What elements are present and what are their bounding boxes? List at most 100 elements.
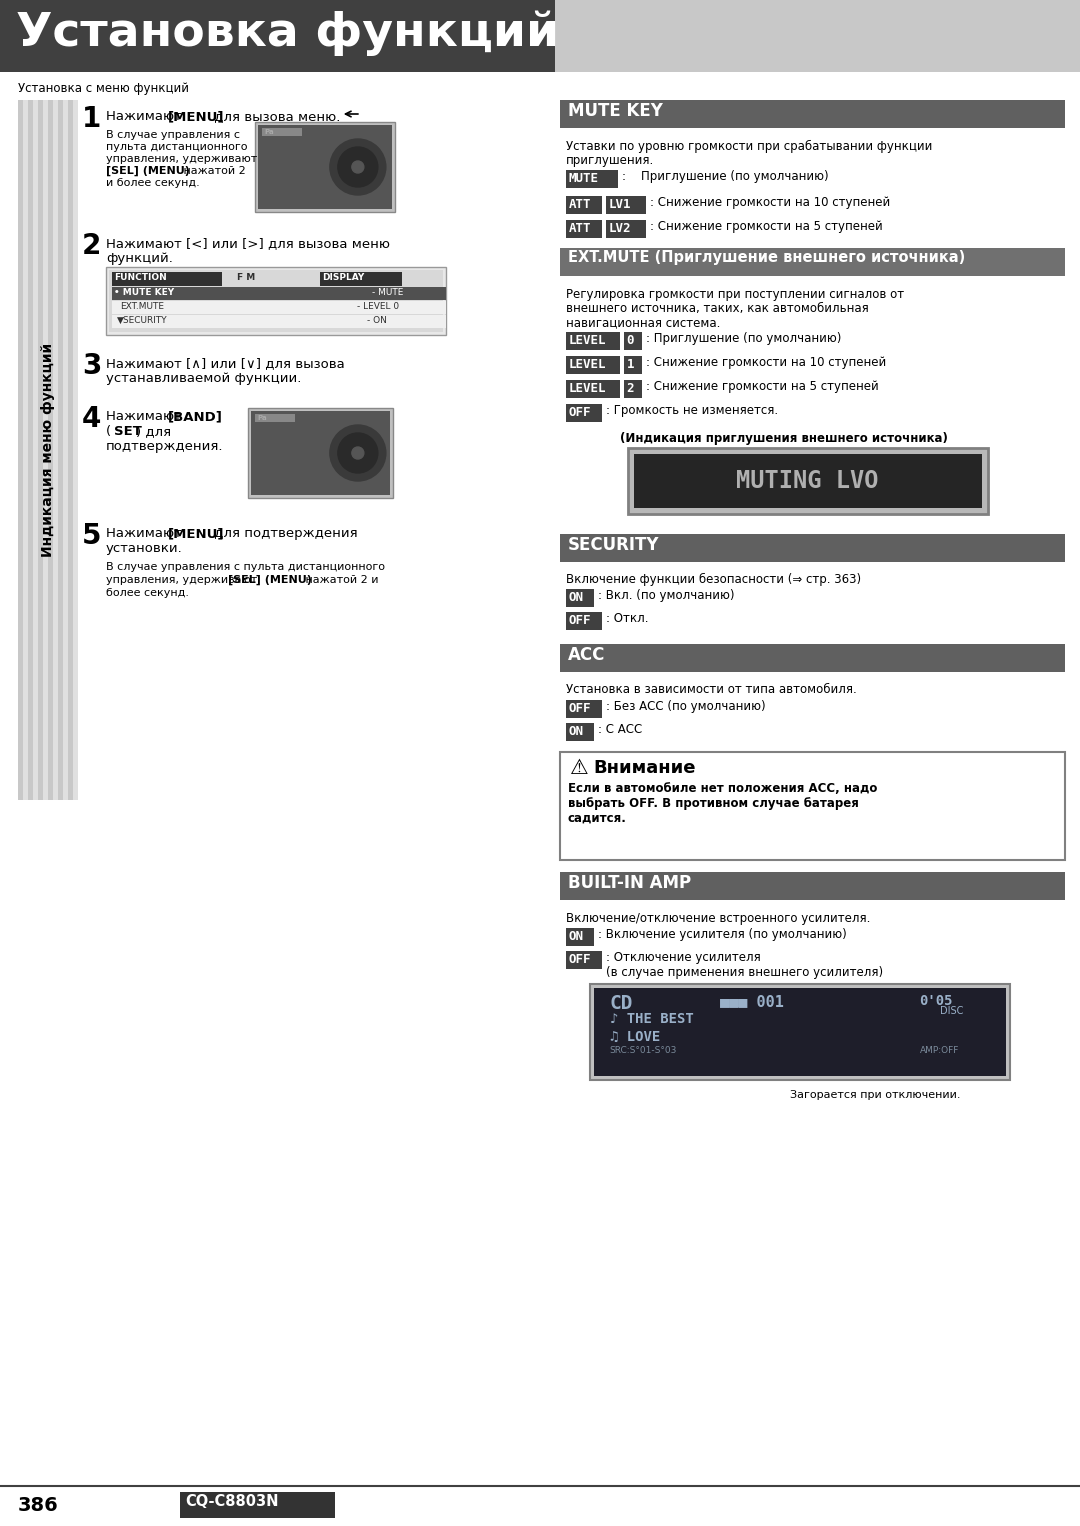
Text: ♪ THE BEST: ♪ THE BEST — [610, 1012, 693, 1025]
Text: EXT.MUTE: EXT.MUTE — [120, 302, 164, 311]
Bar — [566, 169, 618, 188]
Circle shape — [338, 146, 378, 188]
Text: : Включение усилителя (по умолчанию): : Включение усилителя (по умолчанию) — [597, 928, 847, 942]
Text: SET: SET — [114, 426, 141, 438]
Circle shape — [338, 433, 378, 473]
Bar — [555, 0, 1080, 72]
Text: Включение/отключение встроенного усилителя.: Включение/отключение встроенного усилите… — [566, 913, 870, 925]
Bar — [566, 333, 620, 349]
Text: (Индикация приглушения внешнего источника): (Индикация приглушения внешнего источник… — [620, 432, 947, 446]
Bar — [627, 449, 987, 514]
Bar — [566, 404, 602, 423]
Text: нажатой 2: нажатой 2 — [180, 166, 245, 175]
Text: 1: 1 — [82, 105, 102, 133]
Text: Нажимают: Нажимают — [106, 110, 186, 124]
Text: пульта дистанционного: пульта дистанционного — [106, 142, 247, 153]
Text: 1: 1 — [626, 359, 634, 371]
Bar — [624, 333, 642, 349]
Bar — [53, 101, 58, 800]
Bar — [38, 101, 43, 800]
Text: Установка функций: Установка функций — [16, 11, 559, 55]
Text: - MUTE: - MUTE — [372, 288, 403, 298]
Bar — [109, 270, 443, 333]
Text: 3: 3 — [82, 353, 102, 380]
Bar — [63, 101, 68, 800]
Text: - LEVEL 0: - LEVEL 0 — [356, 302, 399, 311]
Text: [MENU]: [MENU] — [167, 526, 225, 540]
Text: устанавливаемой функции.: устанавливаемой функции. — [106, 372, 301, 385]
Text: ATT: ATT — [569, 198, 591, 211]
Text: функций.: функций. — [106, 252, 173, 266]
Text: LV2: LV2 — [609, 221, 631, 235]
Text: Загорается при отключении.: Загорается при отключении. — [789, 1090, 960, 1100]
Bar — [112, 272, 221, 285]
Text: EXT.MUTE (Приглушение внешнего источника): EXT.MUTE (Приглушение внешнего источника… — [568, 250, 966, 266]
Text: MUTE: MUTE — [569, 172, 598, 185]
Bar — [58, 101, 63, 800]
Bar — [180, 1492, 335, 1518]
Text: FUNCTION: FUNCTION — [114, 273, 166, 282]
Text: MUTE KEY: MUTE KEY — [568, 102, 663, 121]
Text: SRC:S°01-S°03: SRC:S°01-S°03 — [610, 1045, 677, 1054]
Text: AMP:OFF: AMP:OFF — [919, 1045, 959, 1054]
Text: садится.: садится. — [568, 812, 626, 826]
Bar — [251, 410, 390, 494]
Text: управления, удерживают: управления, удерживают — [106, 575, 260, 584]
Bar — [559, 249, 1065, 276]
Text: OFF: OFF — [569, 406, 591, 420]
Text: ⚠: ⚠ — [570, 758, 589, 778]
Bar — [320, 272, 402, 285]
Text: подтверждения.: подтверждения. — [106, 439, 224, 453]
Bar — [566, 612, 602, 630]
Bar — [566, 589, 594, 607]
Text: - ON: - ON — [367, 316, 387, 325]
Bar — [566, 356, 620, 374]
Bar — [255, 414, 295, 423]
Text: и более секунд.: и более секунд. — [106, 179, 200, 188]
Text: Нажимают: Нажимают — [106, 410, 186, 423]
Text: ♫ LOVE: ♫ LOVE — [610, 1030, 660, 1044]
Text: : Без АСС (по умолчанию): : Без АСС (по умолчанию) — [606, 700, 766, 713]
Text: установки.: установки. — [106, 542, 183, 555]
Text: 2: 2 — [82, 232, 102, 259]
Bar — [258, 125, 392, 209]
Text: ■■■ 001: ■■■ 001 — [719, 993, 784, 1009]
Text: : Отключение усилителя: : Отключение усилителя — [606, 951, 760, 964]
Text: навигационная система.: навигационная система. — [566, 316, 720, 330]
Text: Установка в зависимости от типа автомобиля.: Установка в зависимости от типа автомоби… — [566, 684, 856, 696]
Text: : С АСС: : С АСС — [597, 723, 642, 736]
Text: [MENU]: [MENU] — [167, 110, 225, 124]
Text: ON: ON — [569, 591, 584, 604]
Text: F M: F M — [237, 273, 255, 282]
Text: 0'05: 0'05 — [919, 993, 954, 1009]
Text: Включение функции безопасности (⇒ стр. 363): Включение функции безопасности (⇒ стр. 3… — [566, 572, 861, 586]
Text: DISC: DISC — [940, 1006, 963, 1016]
Text: для подтверждения: для подтверждения — [210, 526, 357, 540]
Text: выбрать OFF. В противном случае батарея: выбрать OFF. В противном случае батарея — [568, 797, 859, 810]
Circle shape — [352, 162, 364, 172]
Text: 5: 5 — [82, 522, 102, 549]
Bar — [33, 101, 38, 800]
Bar — [606, 220, 646, 238]
Text: ATT: ATT — [569, 221, 591, 235]
Text: OFF: OFF — [569, 954, 591, 966]
Bar — [28, 101, 33, 800]
Text: OFF: OFF — [569, 613, 591, 627]
Bar — [590, 984, 1010, 1080]
Bar — [566, 951, 602, 969]
Text: внешнего источника, таких, как автомобильная: внешнего источника, таких, как автомобил… — [566, 302, 868, 314]
Text: LV1: LV1 — [609, 198, 631, 211]
Bar — [106, 267, 446, 336]
Text: ON: ON — [569, 725, 584, 739]
Bar — [73, 101, 78, 800]
Bar — [248, 407, 393, 497]
Text: ▼SECURITY: ▼SECURITY — [117, 316, 167, 325]
Bar — [634, 455, 982, 508]
Text: Нажимают: Нажимают — [106, 526, 186, 540]
Text: : Вкл. (по умолчанию): : Вкл. (по умолчанию) — [597, 589, 734, 601]
Text: [SEL] (MENU): [SEL] (MENU) — [106, 166, 190, 177]
Text: Установка с меню функций: Установка с меню функций — [18, 82, 189, 95]
Text: CQ-C8803N: CQ-C8803N — [185, 1494, 279, 1509]
Text: LEVEL: LEVEL — [569, 359, 606, 371]
Bar — [0, 0, 555, 72]
